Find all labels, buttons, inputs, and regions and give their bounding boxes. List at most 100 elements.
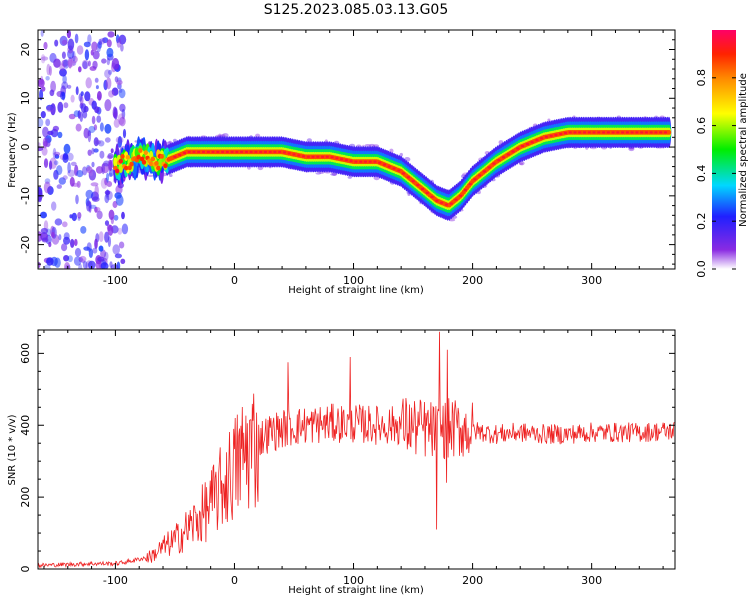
noise-blob bbox=[110, 216, 114, 225]
noise-blob bbox=[42, 126, 49, 138]
noise-blob bbox=[106, 172, 109, 183]
noise-blob bbox=[121, 108, 126, 120]
noise-blob bbox=[43, 264, 51, 269]
noise-blob bbox=[51, 231, 55, 238]
noise-blob bbox=[47, 130, 54, 136]
noise-blob bbox=[114, 192, 122, 199]
ridge-peak-mark bbox=[654, 131, 658, 134]
ridge-peak-mark bbox=[402, 172, 405, 175]
noise-blob bbox=[82, 61, 88, 70]
ridge-peak-mark bbox=[502, 156, 505, 159]
y-tick-label: 0 bbox=[19, 144, 32, 151]
noise-blob bbox=[112, 111, 118, 118]
ridge-peak-mark bbox=[492, 162, 496, 165]
y-tick-label: 400 bbox=[19, 415, 32, 436]
x-tick-label: -100 bbox=[103, 274, 128, 287]
ridge-peak-mark bbox=[435, 199, 439, 202]
ridge-peak-mark bbox=[268, 150, 272, 153]
noise-blob bbox=[94, 206, 98, 213]
noise-blob bbox=[45, 118, 51, 127]
noise-blob bbox=[101, 163, 105, 175]
ridge-peak-mark bbox=[216, 150, 220, 153]
x-tick-label: 300 bbox=[581, 574, 602, 587]
noise-blob bbox=[82, 166, 88, 176]
ridge-peak-mark bbox=[311, 155, 315, 158]
ridge-peak-mark bbox=[359, 160, 363, 163]
snr-ticks: -100 0 100 200 300 0 200 400 600 bbox=[19, 330, 675, 587]
noise-blob bbox=[82, 261, 88, 269]
ridge-peak-mark bbox=[354, 160, 358, 163]
noise-blob bbox=[104, 69, 111, 78]
noise-blob bbox=[63, 255, 70, 262]
noise-blob bbox=[74, 247, 82, 257]
ridge-peak-mark bbox=[297, 154, 301, 157]
noise-blob bbox=[107, 224, 114, 236]
ridge-peak-mark bbox=[606, 131, 610, 134]
noise-blob bbox=[77, 212, 82, 219]
noise-blob bbox=[119, 116, 126, 127]
noise-blob bbox=[115, 136, 124, 144]
noise-blob bbox=[80, 226, 87, 234]
ridge-peak-mark bbox=[302, 155, 305, 158]
noise-blob bbox=[38, 78, 45, 88]
noise-blob bbox=[118, 88, 126, 99]
noise-blob bbox=[67, 255, 73, 263]
ridge-peak-mark bbox=[225, 150, 229, 153]
noise-blob bbox=[46, 104, 54, 111]
noise-blob bbox=[114, 253, 122, 259]
ridge-peak-mark bbox=[273, 150, 277, 153]
noise-blob bbox=[67, 38, 75, 51]
noise-blob bbox=[99, 122, 104, 132]
noise-blob bbox=[117, 227, 123, 235]
noise-blob bbox=[122, 128, 127, 139]
ridge-segment bbox=[113, 157, 118, 168]
snr-frame bbox=[37, 329, 676, 570]
noise-blob bbox=[107, 31, 115, 38]
ridge-peak-mark bbox=[330, 156, 334, 159]
ridge-segment bbox=[154, 161, 159, 166]
ridge-peak-mark bbox=[587, 131, 591, 134]
ridge-peak-mark bbox=[559, 132, 563, 135]
noise-blob bbox=[98, 38, 103, 46]
noise-blob bbox=[94, 106, 100, 114]
noise-blob bbox=[66, 84, 72, 89]
noise-blob bbox=[60, 91, 66, 100]
ridge-segment bbox=[666, 130, 672, 135]
noise-blob bbox=[75, 194, 79, 205]
noise-blob bbox=[79, 255, 87, 263]
spectrogram-y-axis-label: Frequency (Hz) bbox=[7, 112, 18, 188]
ridge-peak-mark bbox=[240, 150, 244, 153]
ridge-peak-mark bbox=[202, 150, 205, 153]
snr-panel: -100 0 100 200 300 0 200 400 600 Height of strai… bbox=[7, 329, 676, 596]
noise-blob bbox=[88, 248, 93, 258]
noise-blob bbox=[75, 123, 82, 132]
snr-line bbox=[38, 331, 675, 569]
y-tick-label: 20 bbox=[19, 43, 32, 57]
noise-blob bbox=[96, 210, 103, 220]
ridge-peak-mark bbox=[263, 150, 267, 153]
noise-blob bbox=[62, 221, 68, 228]
ridge-peak-mark bbox=[644, 131, 648, 134]
noise-blob bbox=[87, 34, 92, 44]
noise-blob bbox=[80, 91, 84, 97]
ridge-peak-mark bbox=[659, 131, 663, 134]
ridge-peak-mark bbox=[597, 131, 601, 134]
noise-blob bbox=[91, 196, 100, 202]
ridge-peak-mark bbox=[573, 131, 577, 134]
ridge-peak-mark bbox=[235, 150, 239, 153]
ridge-peak-mark bbox=[283, 151, 286, 154]
ridge-peak-mark bbox=[664, 131, 667, 134]
ridge-peak-mark bbox=[554, 133, 558, 136]
ridge-peak-mark bbox=[425, 191, 429, 194]
noise-blob bbox=[96, 115, 102, 123]
ridge-peak-mark bbox=[525, 143, 529, 146]
ridge-peak-mark bbox=[511, 150, 515, 153]
ridge-peak-mark bbox=[449, 202, 453, 205]
noise-blob bbox=[91, 161, 95, 168]
noise-blob bbox=[51, 201, 57, 211]
noise-blob bbox=[85, 77, 92, 89]
noise-blob bbox=[67, 169, 76, 177]
ridge-segment bbox=[163, 163, 168, 169]
ridge-peak-mark bbox=[287, 152, 291, 155]
ridge-peak-mark bbox=[221, 150, 225, 153]
